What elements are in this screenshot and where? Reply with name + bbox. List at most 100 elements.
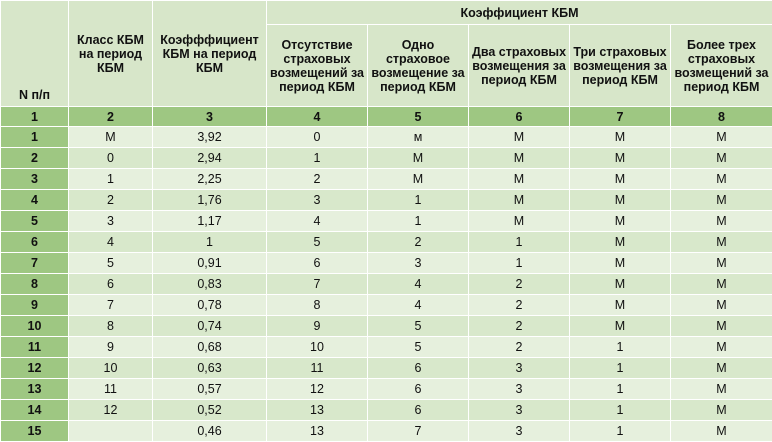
table-cell: 2	[267, 169, 368, 190]
table-cell: М	[368, 169, 469, 190]
table-cell: М	[671, 253, 772, 274]
table-cell: 0,91	[153, 253, 267, 274]
table-cell: М	[570, 148, 671, 169]
table-cell	[69, 421, 153, 442]
table-cell: М	[671, 400, 772, 421]
row-number-cell: 2	[1, 148, 69, 169]
table-cell: 0,78	[153, 295, 267, 316]
table-cell: 0	[267, 127, 368, 148]
table-cell: 10	[69, 358, 153, 379]
table-cell: М	[570, 169, 671, 190]
table-cell: 1	[368, 211, 469, 232]
table-cell: М	[570, 190, 671, 211]
row-number-cell: 7	[1, 253, 69, 274]
table-cell: М	[671, 295, 772, 316]
table-cell: 3	[469, 358, 570, 379]
table-cell: 8	[267, 295, 368, 316]
row-number-cell: 14	[1, 400, 69, 421]
column-index-row: 1 2 3 4 5 6 7 8	[1, 107, 772, 127]
table-cell: 1	[153, 232, 267, 253]
row-number-cell: 15	[1, 421, 69, 442]
table-cell: 0,46	[153, 421, 267, 442]
table-cell: 3	[69, 211, 153, 232]
table-cell: 5	[69, 253, 153, 274]
table-cell: 2,25	[153, 169, 267, 190]
table-cell: 0	[69, 148, 153, 169]
table-cell: М	[570, 295, 671, 316]
table-cell: М	[570, 253, 671, 274]
header-more-claims: Более трех страховых возмещений за перио…	[671, 25, 772, 107]
table-cell: 0,52	[153, 400, 267, 421]
row-number-cell: 10	[1, 316, 69, 337]
index-cell: 1	[1, 107, 69, 127]
header-three-claims: Три страховых возмещения за период КБМ	[570, 25, 671, 107]
table-cell: М	[671, 190, 772, 211]
table-cell: 11	[69, 379, 153, 400]
index-cell: 7	[570, 107, 671, 127]
table-cell: 1	[368, 190, 469, 211]
table-cell: М	[570, 232, 671, 253]
table-cell: М	[671, 232, 772, 253]
table-cell: 2	[69, 190, 153, 211]
table-cell: М	[570, 127, 671, 148]
table-cell: 6	[368, 379, 469, 400]
table-cell: 2,94	[153, 148, 267, 169]
table-cell: 9	[69, 337, 153, 358]
table-cell: 1	[570, 421, 671, 442]
table-cell: 2	[368, 232, 469, 253]
table-cell: М	[570, 274, 671, 295]
table-cell: 1	[570, 379, 671, 400]
row-number-cell: 8	[1, 274, 69, 295]
row-number-cell: 12	[1, 358, 69, 379]
index-cell: 3	[153, 107, 267, 127]
table-cell: 1,17	[153, 211, 267, 232]
table-cell: 4	[69, 232, 153, 253]
table-cell: 3	[469, 379, 570, 400]
header-two-claims: Два страховых возмещения за период КБМ	[469, 25, 570, 107]
row-number-cell: 11	[1, 337, 69, 358]
header-coefficient: Коэфффициент КБМ на период КБМ	[153, 1, 267, 107]
header-class: Класс КБМ на период КБМ	[69, 1, 153, 107]
table-cell: 2	[469, 274, 570, 295]
table-cell: М	[671, 316, 772, 337]
table-cell: 0,68	[153, 337, 267, 358]
index-cell: 6	[469, 107, 570, 127]
table-cell: 5	[368, 316, 469, 337]
table-cell: 1	[469, 232, 570, 253]
table-cell: М	[671, 148, 772, 169]
table-cell: м	[368, 127, 469, 148]
table-cell: 9	[267, 316, 368, 337]
table-cell: 2	[469, 337, 570, 358]
table-cell: 0,63	[153, 358, 267, 379]
table-cell: 11	[267, 358, 368, 379]
header-one-claim: Одно страховое возмещение за период КБМ	[368, 25, 469, 107]
table-cell: М	[368, 148, 469, 169]
table-cell: 1,76	[153, 190, 267, 211]
table-cell: 1	[570, 358, 671, 379]
table-cell: М	[469, 211, 570, 232]
table-cell: 3,92	[153, 127, 267, 148]
table-cell: 4	[267, 211, 368, 232]
table-cell: М	[570, 211, 671, 232]
table-cell: 1	[69, 169, 153, 190]
table-cell: М	[469, 127, 570, 148]
table-cell: 4	[368, 295, 469, 316]
table-cell: М	[671, 274, 772, 295]
table-cell: М	[671, 211, 772, 232]
table-cell: М	[570, 316, 671, 337]
table-cell: 6	[267, 253, 368, 274]
table-cell: 1	[570, 400, 671, 421]
